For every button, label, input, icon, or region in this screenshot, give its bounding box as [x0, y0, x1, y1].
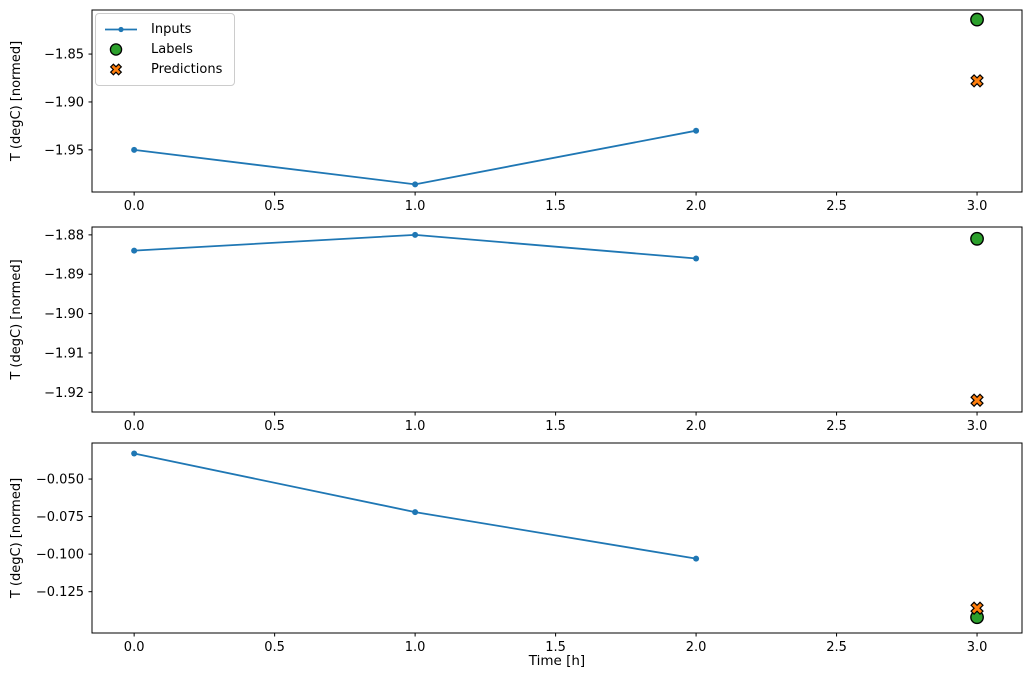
- y-tick-label: −1.95: [44, 143, 84, 158]
- inputs-point: [693, 555, 700, 562]
- axes-frame: [91, 226, 1023, 413]
- subplot-3: 0.0 0.5 1.0 1.5 2.0 2.5 3.0 −0.050 −0.075 −0.100 −…: [9, 442, 1023, 655]
- x-tick-label: 0.5: [264, 419, 285, 434]
- y-tick-label: −1.85: [44, 48, 84, 63]
- x-tick-label: 1.5: [545, 419, 566, 434]
- legend-item-predictions: Predictions: [104, 61, 222, 78]
- legend-item-inputs: Inputs: [104, 21, 222, 38]
- x-tick-label: 0.0: [124, 199, 145, 214]
- y-tick-label: −1.90: [44, 307, 84, 322]
- x-tick-label: 1.0: [405, 640, 426, 655]
- predictions-x-icon: [109, 63, 123, 76]
- inputs-point: [412, 509, 419, 516]
- x-tick-label: 1.5: [545, 640, 566, 655]
- legend-item-labels: Labels: [104, 41, 222, 58]
- inputs-line-icon: [105, 26, 137, 33]
- y-tick-label: −1.91: [44, 346, 84, 361]
- inputs-point: [131, 146, 138, 153]
- x-tick-label: 0.5: [264, 199, 285, 214]
- x-tick-label: 2.5: [826, 640, 847, 655]
- inputs-point: [131, 450, 138, 457]
- predictions-point: [970, 601, 984, 616]
- y-axis-label: T (degC) [normed]: [9, 478, 24, 599]
- predictions-point: [970, 393, 984, 407]
- x-tick-label: 2.0: [686, 640, 707, 655]
- inputs-point: [412, 181, 419, 188]
- x-tick-label: 3.0: [967, 419, 988, 434]
- y-tick-label: −0.050: [36, 473, 84, 488]
- inputs-line: [133, 452, 697, 560]
- inputs-point: [131, 247, 138, 254]
- predictions-point: [970, 74, 984, 88]
- x-tick-label: 2.5: [826, 199, 847, 214]
- x-tick-label: 2.0: [686, 419, 707, 434]
- axes-frame: [91, 442, 1023, 634]
- y-axis-label: T (degC) [normed]: [9, 259, 24, 380]
- x-tick-label: 1.5: [545, 199, 566, 214]
- x-tick-label: 2.5: [826, 419, 847, 434]
- x-tick-label: 2.0: [686, 199, 707, 214]
- x-tick-label: 0.0: [124, 419, 145, 434]
- x-tick-label: 3.0: [967, 199, 988, 214]
- y-tick-label: −1.92: [44, 386, 84, 401]
- inputs-line: [134, 129, 697, 186]
- labels-point: [970, 12, 984, 27]
- x-axis-label: Time [h]: [528, 653, 586, 669]
- inputs-line: [134, 233, 697, 260]
- subplot-1: 0.0 0.5 1.0 1.5 2.0 2.5 3.0 −1.85 −1.90 −1.95 T (d…: [9, 9, 1023, 214]
- labels-point: [970, 231, 984, 246]
- y-tick-label: −1.88: [44, 228, 84, 243]
- inputs-point: [412, 231, 419, 238]
- legend-label-labels: Labels: [151, 42, 193, 57]
- legend: Inputs Labels Predictions: [95, 13, 236, 86]
- axes-frame: [91, 9, 1023, 193]
- y-tick-label: −0.125: [36, 585, 84, 600]
- x-tick-label: 0.5: [264, 640, 285, 655]
- y-axis-label: T (degC) [normed]: [9, 41, 24, 162]
- x-tick-label: 3.0: [967, 640, 988, 655]
- inputs-point: [693, 127, 700, 134]
- y-tick-label: −0.075: [36, 510, 84, 525]
- labels-circle-icon: [109, 43, 123, 56]
- y-tick-label: −1.89: [44, 268, 84, 283]
- x-tick-label: 0.0: [124, 640, 145, 655]
- x-tick-label: 1.0: [405, 419, 426, 434]
- y-tick-label: −0.100: [36, 548, 84, 563]
- inputs-point: [693, 255, 700, 262]
- y-tick-label: −1.90: [44, 95, 84, 110]
- legend-label-inputs: Inputs: [151, 22, 192, 37]
- subplot-2: 0.0 0.5 1.0 1.5 2.0 2.5 3.0 −1.88 −1.89 −1.90 −1.9…: [9, 226, 1023, 434]
- legend-label-predictions: Predictions: [151, 62, 223, 77]
- x-tick-label: 1.0: [405, 199, 426, 214]
